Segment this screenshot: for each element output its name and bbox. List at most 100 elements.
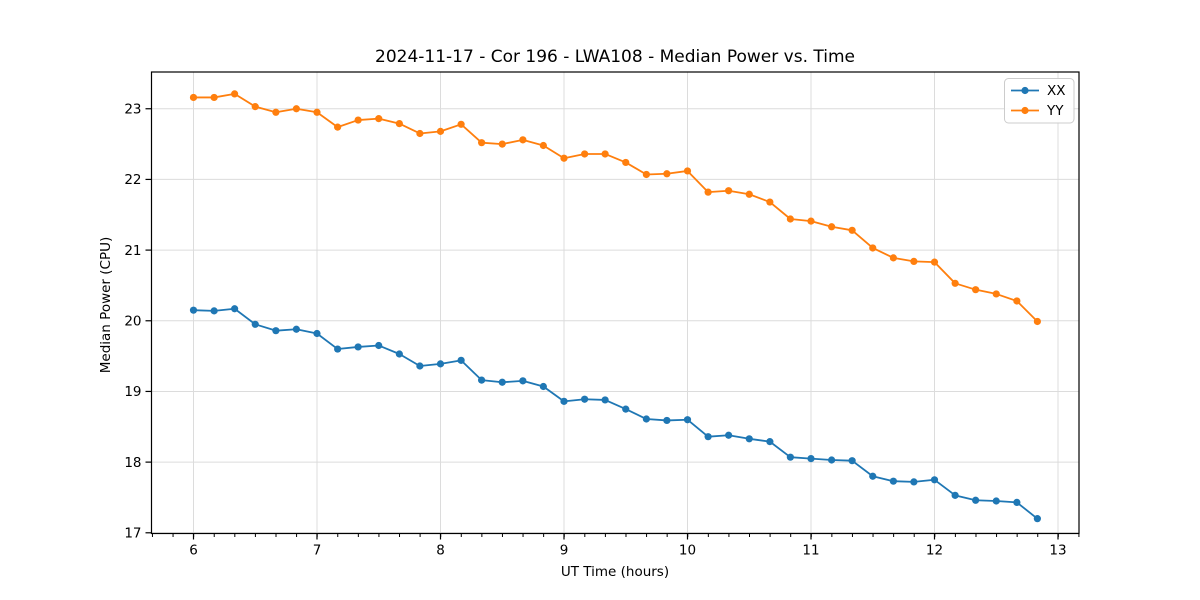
data-point-yy	[786, 215, 794, 223]
data-point-yy	[951, 279, 959, 287]
x-tick-label: 8	[436, 543, 445, 559]
data-point-xx	[786, 453, 794, 461]
x-tick-label: 13	[1049, 543, 1066, 559]
data-point-xx	[704, 433, 712, 441]
y-tick-label: 22	[124, 172, 141, 188]
data-point-xx	[457, 356, 465, 364]
data-point-xx	[519, 377, 527, 385]
data-point-xx	[1033, 515, 1041, 523]
y-axis-label: Median Power (CPU)	[98, 237, 114, 373]
legend-entry-yy: YY	[1011, 103, 1064, 119]
x-tick-label: 11	[802, 543, 819, 559]
data-point-yy	[231, 90, 239, 98]
data-point-yy	[1033, 317, 1041, 326]
data-point-yy	[930, 258, 939, 266]
plot-border	[150, 71, 1080, 535]
data-point-yy	[642, 170, 650, 179]
y-tick-label: 18	[124, 455, 141, 471]
data-point-yy	[869, 244, 877, 252]
data-point-yy	[375, 115, 383, 123]
data-point-yy	[416, 129, 424, 138]
data-point-xx	[745, 435, 753, 443]
axes	[145, 71, 1080, 540]
data-point-yy	[539, 141, 547, 150]
y-tick-label: 19	[124, 384, 141, 400]
data-point-xx	[231, 305, 239, 313]
tick-labels: 6 7 8 9 10 11 12 13 17 18 19 20 21 22 23	[124, 102, 1066, 559]
data-point-yy	[498, 140, 506, 148]
data-point-xx	[189, 306, 198, 314]
data-point-xx	[334, 345, 342, 353]
data-point-yy	[683, 167, 692, 175]
data-point-xx	[539, 382, 547, 391]
data-point-yy	[704, 188, 712, 196]
data-point-yy	[766, 198, 774, 206]
data-point-yy	[807, 217, 815, 225]
data-point-yy	[354, 116, 362, 124]
data-point-xx	[292, 325, 300, 333]
legend: XX YY	[1004, 78, 1075, 124]
data-point-xx	[889, 477, 897, 485]
data-point-yy	[581, 150, 589, 158]
y-tick-label: 17	[124, 526, 141, 542]
legend-entry-xx: XX	[1011, 83, 1066, 99]
legend-label-xx: XX	[1047, 83, 1066, 99]
legend-label-yy: YY	[1046, 103, 1064, 119]
x-tick-label: 10	[679, 543, 696, 559]
legend-marker-xx	[1021, 86, 1029, 95]
chart-title: 2024-11-17 - Cor 196 - LWA108 - Median P…	[375, 47, 855, 67]
data-point-yy	[828, 223, 836, 231]
data-point-yy	[519, 136, 527, 144]
data-point-xx	[354, 343, 362, 351]
data-point-yy	[1013, 297, 1021, 305]
data-point-xx	[663, 416, 671, 425]
data-point-xx	[210, 307, 218, 315]
data-point-xx	[498, 378, 506, 386]
data-point-xx	[828, 456, 836, 464]
data-point-xx	[272, 327, 280, 335]
data-point-xx	[251, 320, 259, 328]
x-tick-label: 6	[189, 543, 198, 559]
data-point-xx	[807, 454, 815, 463]
y-tick-label: 20	[124, 314, 141, 330]
data-point-yy	[395, 119, 403, 128]
data-point-xx	[972, 496, 980, 504]
data-point-yy	[910, 257, 918, 266]
data-point-xx	[766, 438, 774, 446]
data-point-xx	[869, 472, 877, 480]
x-tick-label: 7	[313, 543, 322, 559]
data-point-xx	[992, 497, 1000, 505]
data-point-yy	[601, 150, 609, 158]
data-point-yy	[622, 158, 630, 167]
data-point-xx	[478, 376, 486, 384]
data-point-yy	[457, 120, 465, 128]
data-point-xx	[930, 476, 939, 484]
data-point-xx	[581, 395, 589, 403]
data-point-xx	[642, 415, 650, 423]
data-point-yy	[272, 108, 280, 116]
legend-marker-yy	[1021, 106, 1029, 115]
series-layer	[189, 90, 1041, 523]
data-point-xx	[622, 405, 630, 413]
data-point-yy	[478, 139, 486, 147]
data-point-xx	[1013, 498, 1021, 506]
data-point-xx	[375, 341, 383, 350]
data-point-xx	[910, 478, 918, 486]
data-point-xx	[313, 329, 321, 338]
data-point-xx	[416, 362, 424, 370]
data-point-yy	[313, 108, 321, 116]
series-yy-line	[193, 93, 1039, 323]
y-tick-label: 23	[124, 102, 141, 118]
data-point-yy	[725, 187, 733, 195]
x-tick-label: 9	[560, 543, 569, 559]
data-point-yy	[436, 127, 445, 135]
data-point-yy	[334, 123, 342, 131]
x-axis-label: UT Time (hours)	[561, 564, 669, 580]
data-point-xx	[725, 431, 733, 439]
data-point-yy	[848, 226, 856, 234]
grid	[151, 72, 1079, 534]
data-point-yy	[292, 105, 300, 113]
data-point-xx	[395, 350, 403, 358]
data-point-xx	[951, 491, 959, 499]
